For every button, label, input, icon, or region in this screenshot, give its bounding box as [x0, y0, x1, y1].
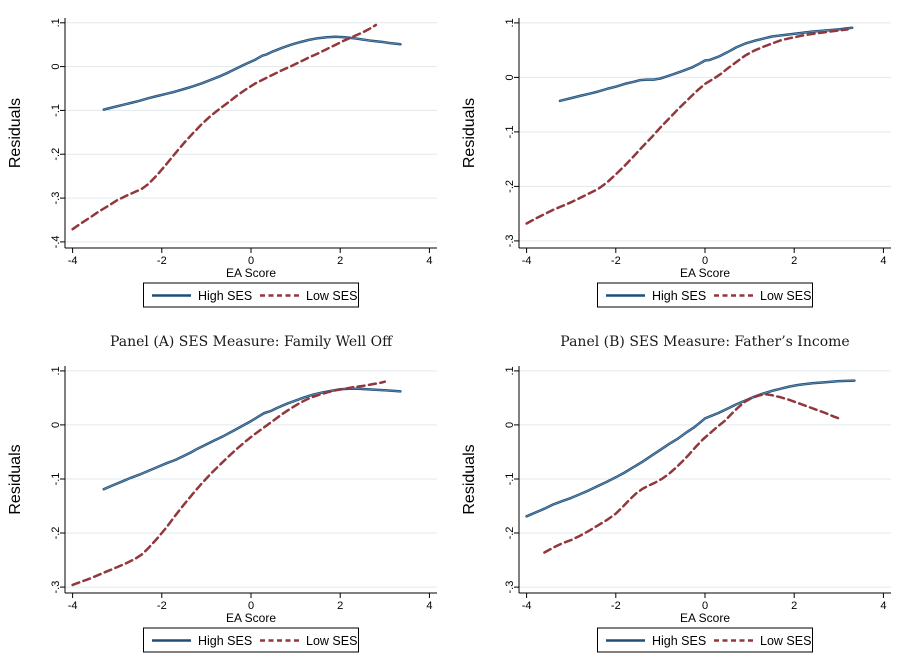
y-tick-label: 0: [504, 74, 516, 80]
y-tick-label: -.3: [50, 581, 62, 594]
y-tick-label: .1: [50, 18, 62, 27]
x-axis-title: EA Score: [226, 266, 276, 280]
x-axis-title: EA Score: [680, 611, 730, 625]
x-tick-label: 4: [880, 600, 886, 612]
x-tick-label: 2: [791, 255, 797, 267]
y-tick-label: -.1: [504, 473, 516, 486]
legend-label-high-ses: High SES: [198, 289, 252, 303]
low-ses-line: [71, 23, 378, 231]
panel-bottom-right: Panel (B) SES Measure: Father’s Income .…: [454, 330, 908, 660]
x-tick-label: 2: [791, 600, 797, 612]
x-tick-label: -4: [68, 255, 78, 267]
chart-top-left: .1 0 -.1 -.2 -.3 -.4 -4 -2 0 2 4 Residuals EA Score H…: [7, 18, 437, 308]
legend-label-high-ses: High SES: [652, 634, 706, 648]
y-tick-label: -.3: [50, 192, 62, 205]
y-tick-label: 0: [50, 422, 62, 428]
x-tick-label: -2: [157, 255, 167, 267]
x-tick-label: 0: [702, 600, 708, 612]
x-tick-label: -4: [522, 255, 532, 267]
y-tick-label: 0: [50, 64, 62, 70]
chart-top-right: .1 0 -.1 -.2 -.3 -4 -2 0 2 4 Residuals EA Score High…: [461, 18, 891, 308]
x-tick-label: 2: [337, 255, 343, 267]
y-tick-label: -.1: [50, 473, 62, 486]
y-tick-label: .1: [50, 366, 62, 375]
low-ses-line: [71, 380, 387, 587]
low-ses-line: [525, 28, 849, 225]
x-tick-label: 0: [248, 600, 254, 612]
x-axis-title: EA Score: [680, 266, 730, 280]
y-tick-label: .1: [504, 18, 516, 27]
high-ses-line-highlight: [559, 27, 853, 102]
legend-label-low-ses: Low SES: [760, 289, 811, 303]
legend-label-high-ses: High SES: [652, 289, 706, 303]
legend-label-low-ses: Low SES: [306, 289, 357, 303]
x-tick-label: 0: [702, 255, 708, 267]
y-tick-label: -.2: [50, 148, 62, 161]
y-tick-label: -.1: [504, 125, 516, 138]
x-tick-label: -2: [611, 255, 621, 267]
y-tick-label: -.3: [504, 581, 516, 594]
high-ses-line: [102, 387, 402, 491]
x-tick-label: 2: [337, 600, 343, 612]
panel-b-title: Panel (B) SES Measure: Father’s Income: [560, 334, 850, 350]
y-axis-title: Residuals: [7, 444, 24, 514]
legend-label-low-ses: Low SES: [306, 634, 357, 648]
chart-bottom-right: .1 0 -.1 -.2 -.3 -4 -2 0 2 4 Residuals EA Score High…: [461, 366, 891, 653]
low-ses-line: [543, 392, 841, 554]
high-ses-line-highlight: [103, 388, 401, 490]
y-tick-label: -.1: [50, 104, 62, 117]
y-tick-label: -.3: [504, 234, 516, 247]
y-axis-title: Residuals: [7, 98, 24, 168]
chart-bottom-left: .1 0 -.1 -.2 -.3 -4 -2 0 2 4 Residuals EA Score High…: [7, 366, 437, 653]
x-tick-label: -4: [522, 600, 532, 612]
x-tick-label: -2: [611, 600, 621, 612]
panel-a-title: Panel (A) SES Measure: Family Well Off: [109, 334, 393, 350]
x-tick-label: 4: [426, 600, 432, 612]
x-tick-label: 4: [426, 255, 432, 267]
high-ses-line-highlight: [103, 36, 401, 111]
y-tick-label: -.2: [504, 527, 516, 540]
panel-bottom-left: Panel (A) SES Measure: Family Well Off .…: [0, 330, 454, 660]
panel-top-right: .1 0 -.1 -.2 -.3 -4 -2 0 2 4 Residuals EA Score High…: [454, 0, 908, 330]
y-tick-label: .1: [504, 366, 516, 375]
y-tick-label: -.4: [50, 235, 62, 248]
high-ses-line-highlight: [526, 380, 855, 517]
x-tick-label: -2: [157, 600, 167, 612]
legend-label-high-ses: High SES: [198, 634, 252, 648]
x-tick-label: 0: [248, 255, 254, 267]
x-tick-label: 4: [880, 255, 886, 267]
legend-label-low-ses: Low SES: [760, 634, 811, 648]
y-axis-title: Residuals: [461, 444, 478, 514]
x-tick-label: -4: [68, 600, 78, 612]
y-axis-title: Residuals: [461, 98, 478, 168]
panel-top-left: .1 0 -.1 -.2 -.3 -.4 -4 -2 0 2 4 Residuals EA Score H…: [0, 0, 454, 330]
y-tick-label: 0: [504, 422, 516, 428]
x-axis-title: EA Score: [226, 611, 276, 625]
y-tick-label: -.2: [50, 527, 62, 540]
y-tick-label: -.2: [504, 180, 516, 193]
